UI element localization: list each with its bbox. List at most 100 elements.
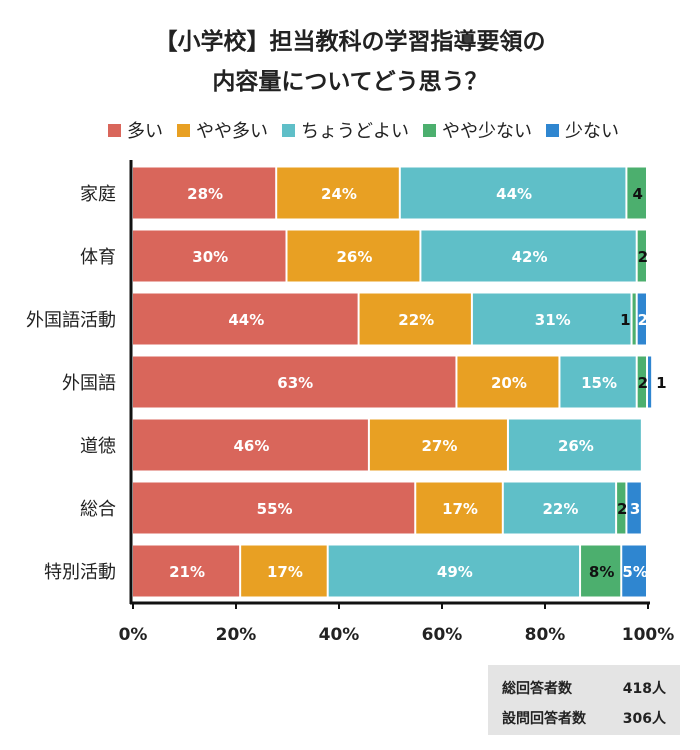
data-label: 44% <box>496 185 532 203</box>
x-tick-label: 0% <box>119 625 148 645</box>
data-label: 63% <box>277 374 313 392</box>
data-label: 2 <box>638 374 648 392</box>
data-label: 2 <box>638 248 648 266</box>
bar-segment <box>277 167 399 219</box>
bar-segment <box>637 230 646 282</box>
legend-label: やや多い <box>196 121 268 142</box>
bar-segment <box>287 230 420 282</box>
bar-segment <box>416 482 502 534</box>
category-label: 外国語活動 <box>26 310 116 331</box>
total-respondents-value: 418人 <box>622 681 666 697</box>
bar-segment <box>503 482 616 534</box>
x-tick-label: 100% <box>622 625 675 645</box>
bar-segment <box>359 293 471 345</box>
data-label: 1 <box>620 311 630 329</box>
legend-swatch <box>423 123 436 137</box>
category-label: 道徳 <box>80 436 116 457</box>
legend-item: 多い <box>108 117 163 143</box>
category-label: 総合 <box>80 499 116 520</box>
data-label: 27% <box>421 437 457 455</box>
x-tick-label: 20% <box>216 625 257 645</box>
bar-segment <box>133 356 456 408</box>
bar-segment <box>627 167 646 219</box>
bar-segment <box>637 293 646 345</box>
legend-label: 多い <box>127 121 163 142</box>
bar-segment <box>241 545 327 597</box>
legend-swatch <box>546 123 559 137</box>
legend-item: やや多い <box>177 117 268 143</box>
legend-item: ちょうどよい <box>282 117 409 143</box>
data-label: 49% <box>437 563 473 581</box>
bar-segment <box>508 419 641 471</box>
x-tick-label: 60% <box>422 625 463 645</box>
data-label: 30% <box>192 248 228 266</box>
data-label: 26% <box>336 248 372 266</box>
category-label: 体育 <box>80 247 116 268</box>
bar-segment <box>581 545 621 597</box>
data-label: 15% <box>581 374 617 392</box>
legend-label: 少ない <box>565 121 619 142</box>
bar-segment <box>632 293 636 345</box>
legend-item: やや少ない <box>423 117 532 143</box>
question-respondents-value: 306人 <box>622 711 666 727</box>
bar-segment <box>369 419 507 471</box>
bar-segment <box>622 545 646 597</box>
data-label: 3 <box>630 500 640 518</box>
bar-segment <box>648 356 652 408</box>
bar-segment <box>133 545 240 597</box>
data-label: 5% <box>622 563 647 581</box>
legend-label: やや少ない <box>442 121 532 142</box>
bar-segment <box>133 482 415 534</box>
bar-segment <box>133 419 368 471</box>
bar-segment <box>627 482 641 534</box>
x-tick-label: 40% <box>319 625 360 645</box>
data-label: 24% <box>321 185 357 203</box>
legend-swatch <box>282 123 295 137</box>
bar-segment <box>133 230 286 282</box>
data-label: 22% <box>398 311 434 329</box>
data-label: 2 <box>617 500 627 518</box>
data-label: 8% <box>589 563 614 581</box>
bar-segment <box>637 356 646 408</box>
data-label: 42% <box>512 248 548 266</box>
total-respondents-label: 総回答者数 <box>502 681 572 697</box>
data-label: 4 <box>632 185 642 203</box>
bar-segment <box>617 482 626 534</box>
bar-segment <box>328 545 580 597</box>
bar-segment <box>560 356 636 408</box>
chart-title-line1: 【小学校】担当教科の学習指導要領の <box>154 29 546 55</box>
data-label: 55% <box>257 500 293 518</box>
data-label: 22% <box>542 500 578 518</box>
question-respondents-label: 設問回答者数 <box>502 711 586 727</box>
data-label: 20% <box>491 374 527 392</box>
legend-label: ちょうどよい <box>301 121 409 142</box>
legend-swatch <box>177 123 190 137</box>
data-label: 21% <box>169 563 205 581</box>
legend-swatch <box>108 123 121 137</box>
bar-segment <box>133 167 276 219</box>
data-label: 44% <box>228 311 264 329</box>
bar-segment <box>472 293 631 345</box>
chart-title-line2: 内容量についてどう思う？ <box>212 69 488 95</box>
bar-segment <box>133 293 358 345</box>
data-label: 2 <box>638 311 648 329</box>
category-label: 特別活動 <box>44 562 116 583</box>
respondent-summary: 総回答者数 418人 設問回答者数 306人 <box>488 665 680 735</box>
legend: 多い やや多い ちょうどよい やや少ない 少ない <box>108 117 619 143</box>
data-label: 17% <box>267 563 303 581</box>
bar-segment <box>457 356 559 408</box>
data-label: 28% <box>187 185 223 203</box>
bar-segment <box>400 167 626 219</box>
bar-segment <box>421 230 636 282</box>
data-label: 31% <box>535 311 571 329</box>
data-label: 46% <box>233 437 269 455</box>
data-label: 26% <box>558 437 594 455</box>
category-label: 外国語 <box>62 373 116 394</box>
data-label: 17% <box>442 500 478 518</box>
x-tick-label: 80% <box>525 625 566 645</box>
legend-item: 少ない <box>546 117 619 143</box>
data-label: 1 <box>656 374 666 392</box>
category-label: 家庭 <box>80 184 116 205</box>
